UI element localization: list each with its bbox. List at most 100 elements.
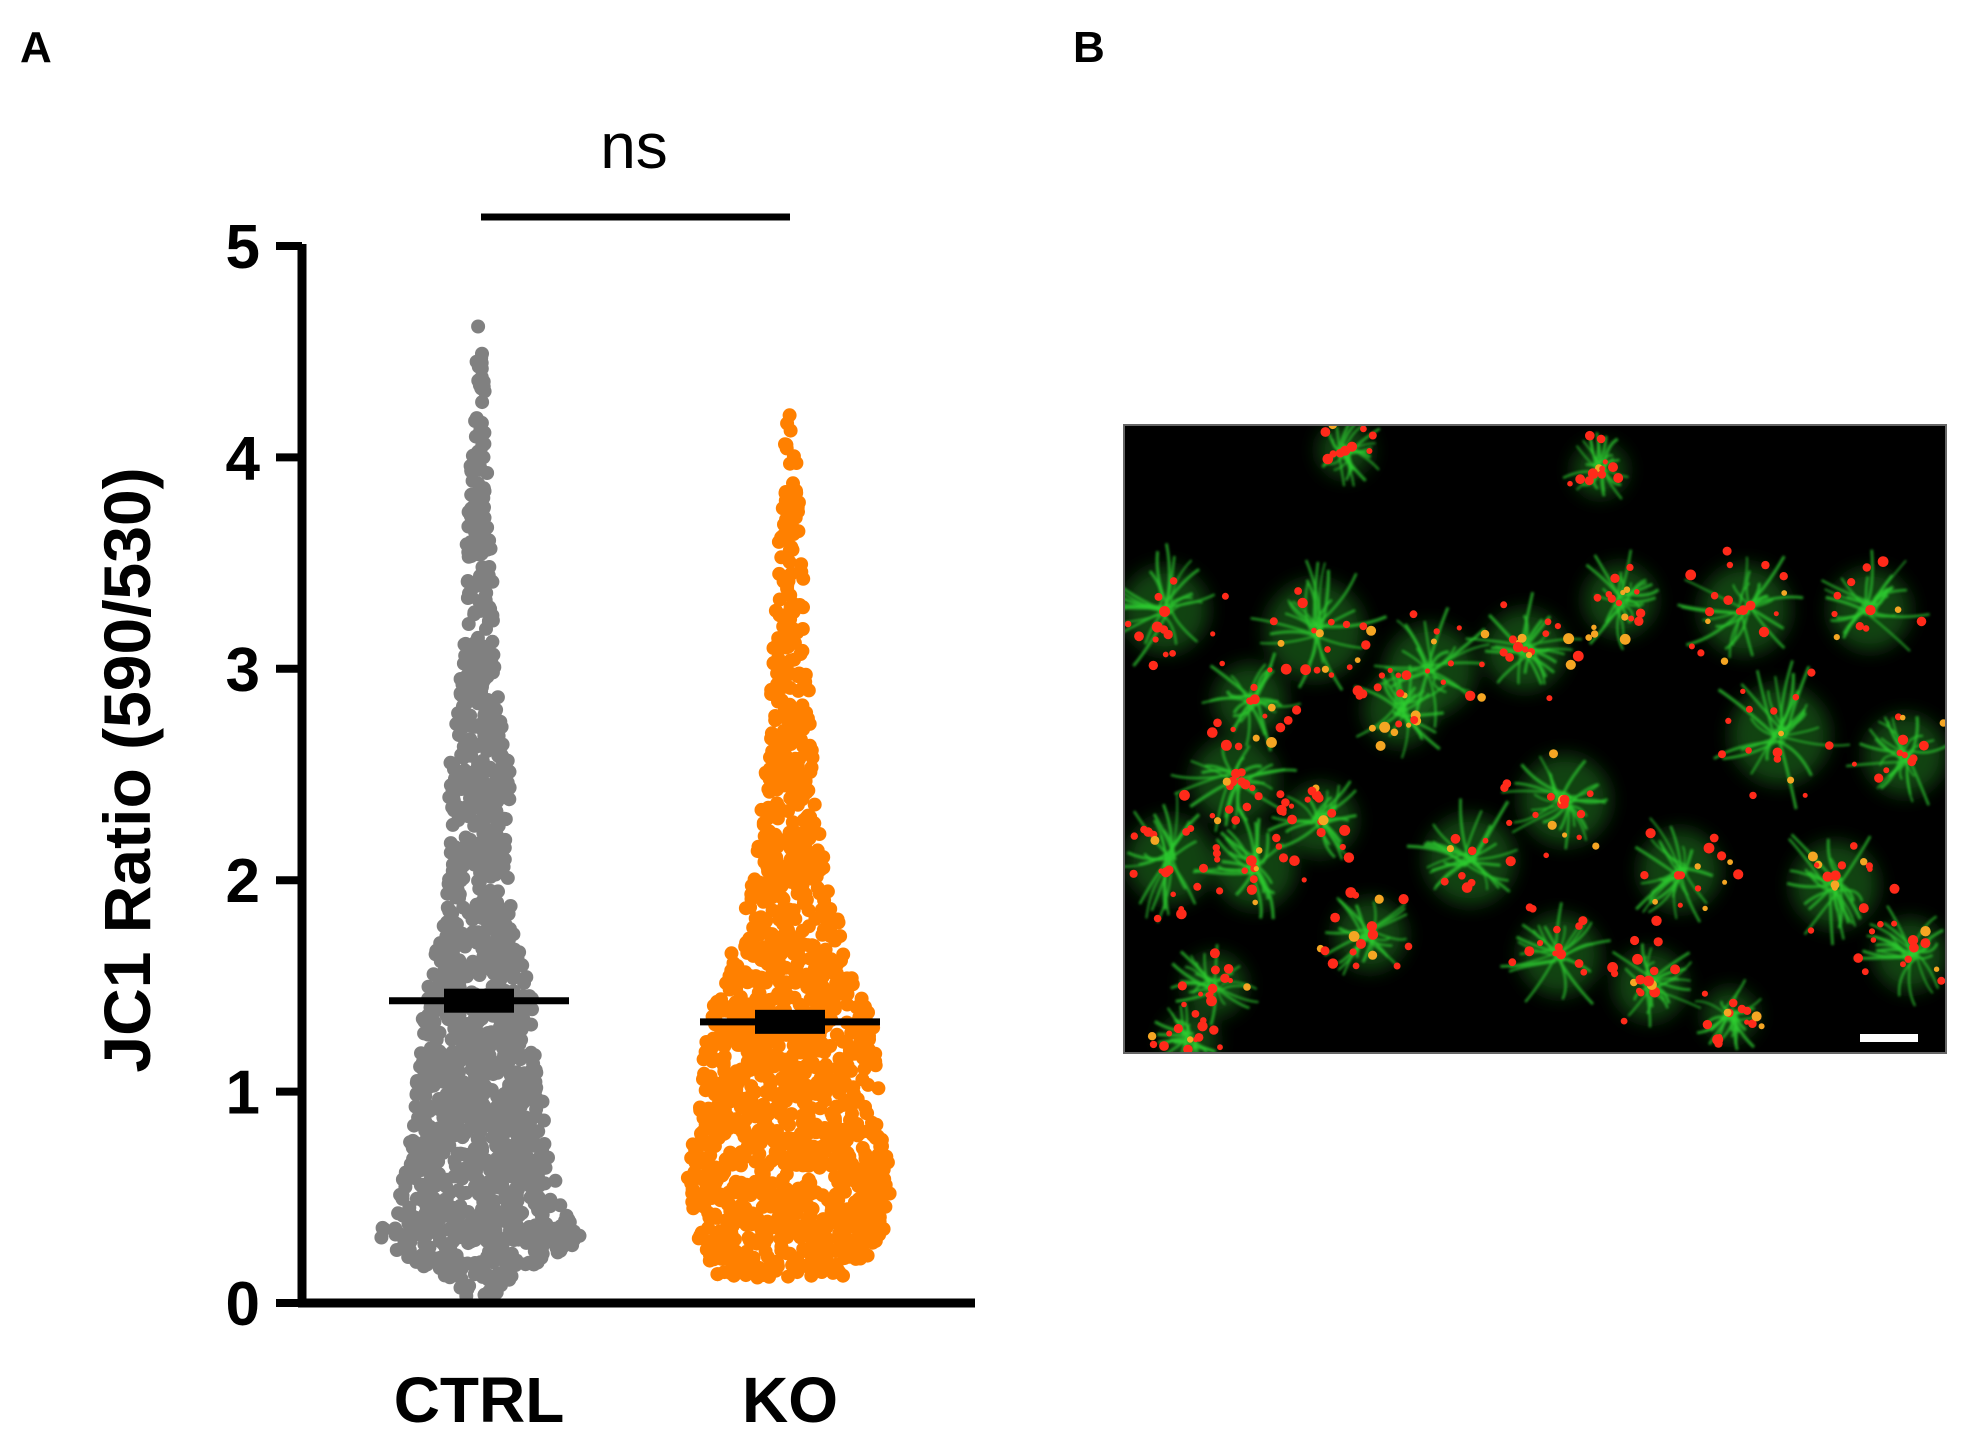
data-point-ctrl xyxy=(511,1232,526,1247)
data-point-ctrl xyxy=(477,1287,492,1302)
mitochondrial-punctum xyxy=(1220,973,1230,983)
mitochondrial-fiber xyxy=(1307,798,1318,821)
mitochondrial-punctum xyxy=(1725,717,1732,725)
data-point-ko xyxy=(820,1136,835,1151)
mitochondrial-punctum xyxy=(1255,847,1263,854)
data-point-ctrl xyxy=(502,764,517,779)
data-point-ko xyxy=(772,566,787,581)
mitochondrial-punctum xyxy=(1591,624,1597,630)
mitochondrial-fiber xyxy=(1126,851,1167,861)
data-point-ko xyxy=(808,961,823,976)
mitochondrial-punctum xyxy=(1593,593,1602,602)
data-point-ko xyxy=(821,927,836,942)
mitochondrial-punctum xyxy=(1562,832,1568,838)
data-point-ctrl xyxy=(529,1102,544,1117)
data-point-ko xyxy=(871,1081,886,1096)
data-point-ko xyxy=(734,1068,749,1083)
mitochondrial-punctum xyxy=(1608,462,1618,473)
data-point-ctrl xyxy=(425,1168,440,1183)
mitochondrial-fiber xyxy=(1531,804,1561,811)
mitochondrial-punctum xyxy=(1727,859,1733,865)
data-point-ctrl xyxy=(519,970,534,985)
mitochondrial-punctum xyxy=(1773,755,1782,763)
data-point-ko xyxy=(795,1060,810,1075)
data-point-ctrl xyxy=(456,1147,471,1162)
mitochondrial-punctum xyxy=(1280,663,1292,675)
mitochondrial-punctum xyxy=(1632,953,1643,965)
mitochondrial-fiber xyxy=(1737,556,1748,610)
mitochondrial-fiber xyxy=(1722,978,1747,1011)
mitochondrial-punctum xyxy=(1860,858,1868,866)
mitochondrial-punctum xyxy=(1584,476,1594,486)
mitochondrial-punctum xyxy=(1330,912,1340,923)
data-point-ctrl xyxy=(429,1132,444,1147)
mitochondrial-punctum xyxy=(1430,638,1437,645)
mitochondrial-punctum xyxy=(1613,473,1624,483)
data-point-ctrl xyxy=(465,839,480,854)
mitochondrial-punctum xyxy=(1907,935,1919,946)
mitochondrial-fiber xyxy=(1355,704,1397,738)
mitochondrial-punctum xyxy=(1853,953,1863,963)
mitochondrial-punctum xyxy=(1833,591,1842,600)
mitochondrial-punctum xyxy=(1379,721,1391,733)
mitochondrial-punctum xyxy=(1728,998,1738,1008)
mitochondrial-punctum xyxy=(1300,664,1311,676)
y-tick-label: 5 xyxy=(226,213,260,282)
mitochondrial-fiber xyxy=(1429,643,1490,675)
mitochondrial-punctum xyxy=(1176,908,1187,920)
mitochondrial-punctum xyxy=(1406,722,1412,728)
data-point-ctrl xyxy=(504,1169,519,1184)
data-point-ko xyxy=(741,1230,756,1245)
data-point-ko xyxy=(828,1199,843,1214)
data-point-ko xyxy=(754,952,769,967)
data-point-ko xyxy=(688,1155,703,1170)
mitochondrial-punctum xyxy=(1602,459,1608,465)
data-point-ko xyxy=(779,1064,794,1079)
mitochondrial-punctum xyxy=(1314,793,1324,803)
data-point-ko xyxy=(810,843,825,858)
data-point-ctrl xyxy=(489,742,504,757)
mitochondrial-punctum xyxy=(1807,851,1818,862)
mitochondrial-punctum xyxy=(1193,1036,1199,1043)
data-point-ctrl xyxy=(454,1022,469,1037)
data-point-ko xyxy=(724,1210,739,1225)
data-point-ko xyxy=(882,1186,897,1201)
mitochondrial-punctum xyxy=(1393,962,1401,970)
mitochondrial-punctum xyxy=(1553,925,1561,934)
data-point-ko xyxy=(849,1175,864,1190)
data-point-ctrl xyxy=(525,1225,540,1239)
mitochondrial-punctum xyxy=(1710,591,1719,600)
data-point-ctrl xyxy=(461,809,476,824)
mitochondrial-punctum xyxy=(1213,718,1222,728)
mitochondrial-fiber xyxy=(1625,588,1660,597)
data-point-ctrl xyxy=(504,1269,519,1284)
mitochondrial-fiber xyxy=(1491,646,1526,658)
category-label-ctrl: CTRL xyxy=(394,1364,565,1436)
data-point-ctrl xyxy=(445,817,460,832)
mitochondrial-punctum xyxy=(1637,989,1645,997)
mitochondrial-punctum xyxy=(1316,827,1326,838)
mitochondrial-fiber xyxy=(1866,934,1905,951)
mitochondrial-punctum xyxy=(1635,608,1646,618)
data-point-ctrl xyxy=(388,1221,403,1236)
mitochondrial-punctum xyxy=(1349,948,1357,956)
mitochondrial-punctum xyxy=(1395,672,1402,679)
mitochondrial-punctum xyxy=(1572,650,1584,662)
data-point-ctrl xyxy=(493,714,508,729)
y-axis-label: JC1 Ratio (590/530) xyxy=(90,467,164,1072)
mitochondrial-fiber xyxy=(1465,637,1531,649)
mitochondrial-punctum xyxy=(1318,815,1329,826)
data-point-ko xyxy=(750,1211,765,1226)
mitochondrial-punctum xyxy=(1517,633,1527,643)
mitochondrial-punctum xyxy=(1440,679,1447,685)
data-point-ctrl xyxy=(548,1173,563,1188)
mitochondrial-punctum xyxy=(1206,995,1217,1007)
data-point-ko xyxy=(826,1265,840,1280)
data-point-ko xyxy=(761,782,776,797)
data-point-ko xyxy=(776,723,791,738)
mitochondrial-fiber xyxy=(1465,855,1488,891)
mitochondrial-punctum xyxy=(1321,665,1329,673)
data-point-ko xyxy=(709,1230,724,1245)
data-point-ctrl xyxy=(441,1012,456,1027)
data-point-ctrl xyxy=(477,591,492,606)
